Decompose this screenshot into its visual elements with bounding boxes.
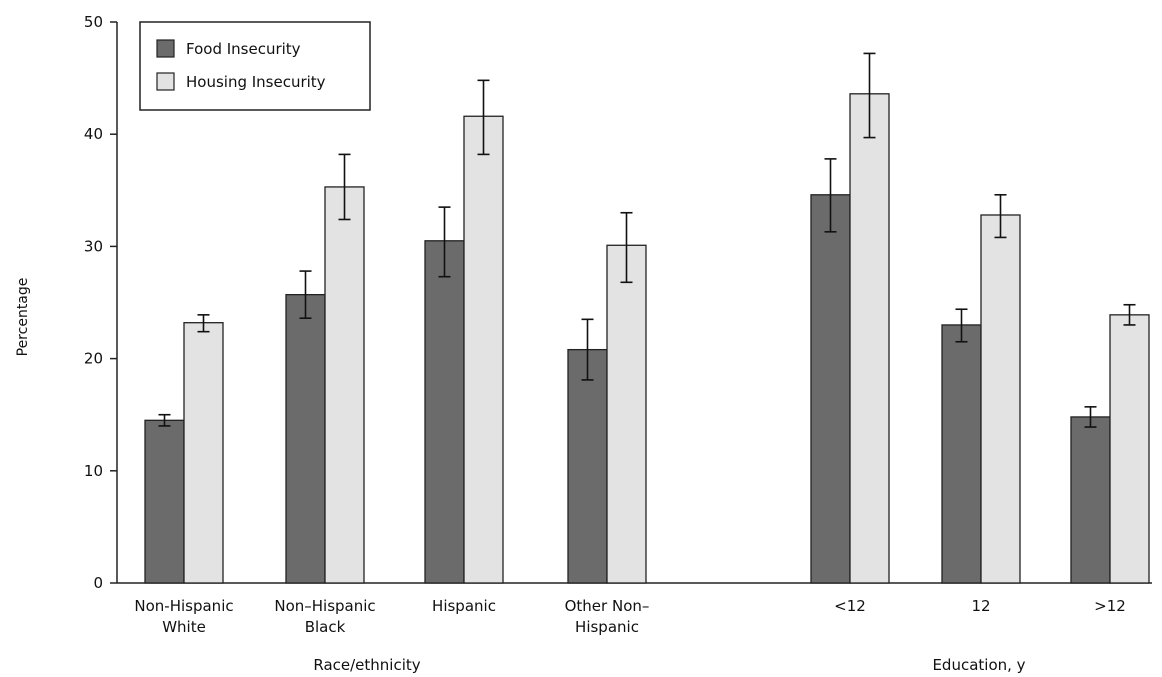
bar-housing — [1109, 314, 1150, 584]
group-label: Race/ethnicity — [313, 656, 420, 674]
category-label: Non-Hispanic White — [134, 597, 233, 636]
bar-food — [1070, 416, 1111, 584]
bars — [144, 93, 1150, 584]
legend-swatch-food — [156, 39, 175, 58]
bar-housing — [606, 244, 647, 584]
bar-housing — [324, 186, 365, 584]
error-bars — [158, 52, 1136, 428]
y-tick-label: 0 — [93, 574, 103, 592]
category-label: >12 — [1094, 597, 1126, 615]
bar-food — [144, 419, 185, 584]
bar-housing — [463, 115, 504, 584]
category-label: Non–Hispanic Black — [274, 597, 375, 636]
y-tick-label: 30 — [84, 237, 103, 255]
y-tick-label: 50 — [84, 13, 103, 31]
y-tick-label: 40 — [84, 125, 103, 143]
category-label: Hispanic — [432, 597, 496, 615]
bar-housing — [849, 93, 890, 584]
legend-box — [139, 21, 371, 111]
legend: Food Insecurity Housing Insecurity — [139, 21, 371, 111]
bar-food — [424, 240, 465, 584]
category-labels: Non-Hispanic White Non–Hispanic Black Hispan… — [134, 597, 1125, 674]
bar-food — [567, 348, 608, 584]
y-tick-label: 10 — [84, 462, 103, 480]
category-label: <12 — [834, 597, 866, 615]
bar-food — [810, 194, 851, 584]
bar-food — [285, 293, 326, 584]
group-label: Education, y — [932, 656, 1025, 674]
y-axis-title: Percentage — [15, 278, 31, 357]
y-tick-label: 20 — [84, 350, 103, 368]
legend-label-food: Food Insecurity — [186, 40, 301, 58]
category-label: Other Non– Hispanic — [565, 597, 650, 636]
bar-food — [941, 324, 982, 584]
legend-swatch-housing — [156, 72, 175, 91]
bar-housing — [183, 322, 224, 584]
category-label: 12 — [971, 597, 990, 615]
legend-label-housing: Housing Insecurity — [186, 73, 326, 91]
bar-housing — [980, 214, 1021, 584]
